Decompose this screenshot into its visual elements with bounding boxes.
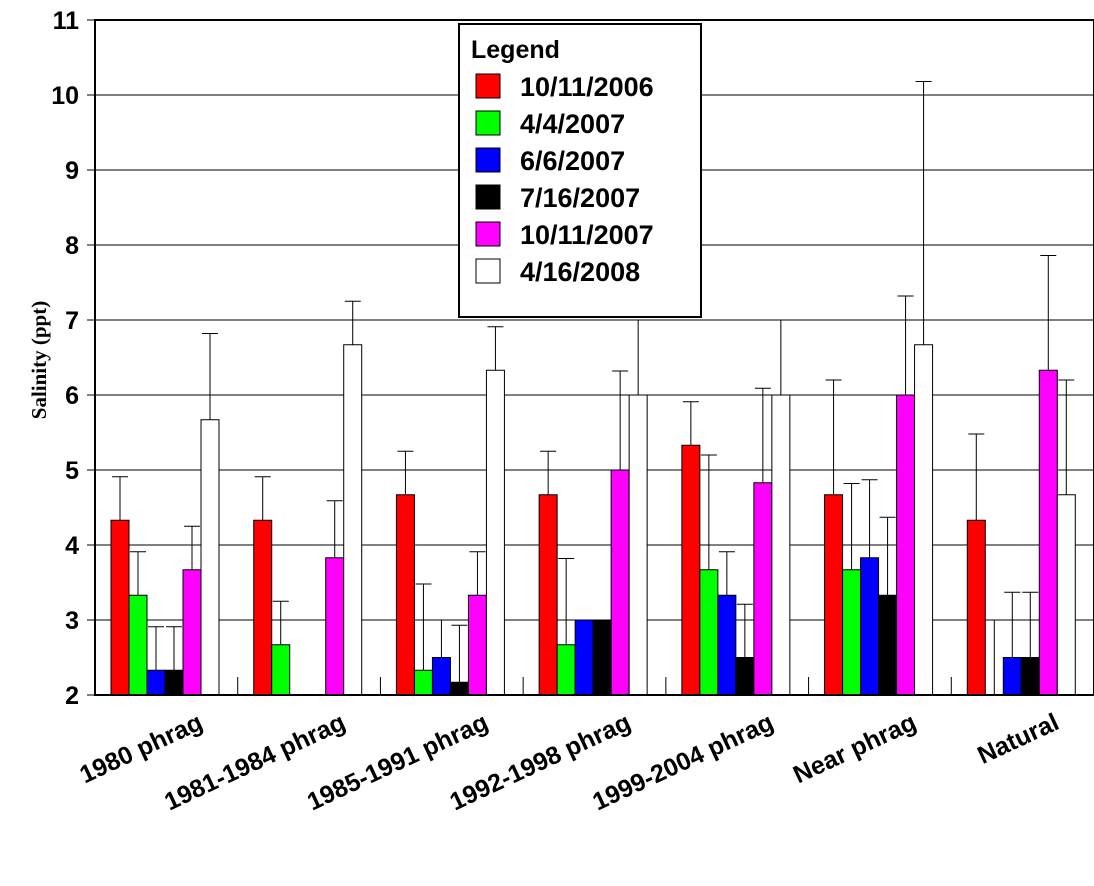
legend-label: 10/11/2006 [520,72,654,102]
y-tick-label: 3 [65,607,79,635]
bar [395,494,415,696]
bar [253,519,273,696]
legend-label: 4/16/2008 [520,257,640,287]
bar [343,344,363,696]
bar [735,657,755,696]
bar [449,681,469,696]
bar [182,569,202,696]
bar [1002,657,1022,696]
bar [914,344,934,696]
bar [896,394,916,696]
bar [467,594,487,696]
bar [1038,369,1058,696]
y-tick-label: 10 [51,82,79,110]
legend-label: 10/11/2007 [520,220,654,250]
legend-swatch [475,258,501,284]
y-tick-label: 11 [53,7,80,35]
legend-items: 10/11/2006 4/4/2007 6/6/2007 7/16/2007 10/11… [475,72,654,287]
bar [860,557,880,696]
bar [1020,657,1040,696]
bar [538,494,558,696]
legend-swatch [475,184,501,210]
x-tick-label: Natural [973,708,1063,770]
legend-label: 6/6/2007 [520,146,625,176]
y-tick-labels: 2 3 4 5 6 7 8 9 10 11 [51,7,79,710]
y-tick-label: 7 [65,307,79,335]
bar [413,669,433,696]
bar [146,669,166,696]
bar [325,557,345,696]
bar [966,519,986,696]
legend-swatch [475,110,501,136]
bar [574,619,594,696]
bar [824,494,844,696]
bar [556,644,576,696]
bar [1056,494,1076,696]
y-tick-label: 9 [65,157,79,185]
bar [610,469,630,696]
y-axis-label: Salinity (ppt) [27,301,51,419]
bar [717,594,737,696]
bar [110,519,130,696]
bar [842,569,862,696]
bar [200,419,220,696]
bar [699,569,719,696]
bar [771,394,791,696]
legend-title: Legend [471,36,560,64]
y-tick-label: 8 [65,232,79,260]
bar [878,594,898,696]
x-tick-label: 1980 phrag [75,708,206,789]
bar [628,394,648,696]
bar [431,657,451,696]
bar [753,482,773,696]
bar [485,369,505,696]
y-tick-label: 2 [65,682,79,710]
x-tick-label: Near phrag [789,708,920,789]
y-tick-label: 4 [65,532,79,560]
bar [128,594,148,696]
y-tick-label: 6 [65,382,79,410]
bars [110,344,1076,696]
legend-swatch [475,221,501,247]
bar [592,619,612,696]
legend-swatch [475,73,501,99]
bar [271,644,291,696]
legend: Legend 10/11/2006 4/4/2007 6/6/2007 7/16/20… [458,23,702,318]
error-bars [112,81,1075,695]
y-tick-label: 5 [65,457,79,485]
legend-label: 4/4/2007 [520,109,625,139]
legend-label: 7/16/2007 [520,183,640,213]
bar [681,444,701,696]
legend-swatch [475,147,501,173]
plot-frame [94,19,1094,696]
bar [164,669,184,696]
